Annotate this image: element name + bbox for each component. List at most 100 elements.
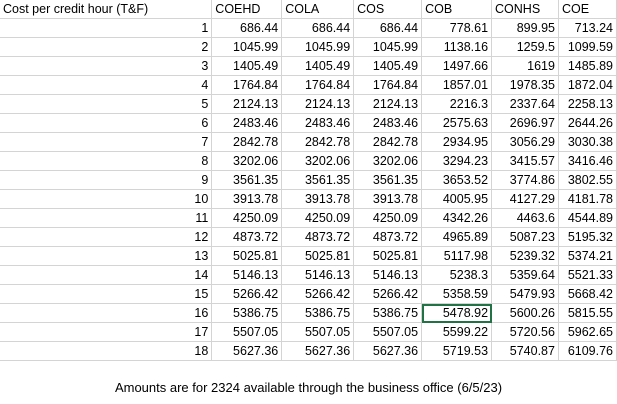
- cell-cola[interactable]: 4873.72: [281, 227, 355, 247]
- credit-hours-cell[interactable]: 8: [0, 151, 213, 171]
- column-header-coe[interactable]: COE: [558, 0, 617, 19]
- credit-hours-cell[interactable]: 6: [0, 113, 213, 133]
- cell-cob[interactable]: 1497.66: [421, 56, 493, 76]
- credit-hours-cell[interactable]: 12: [0, 227, 213, 247]
- cell-conhs[interactable]: 5600.26: [491, 303, 559, 323]
- cell-coe[interactable]: 5195.32: [558, 227, 617, 247]
- cell-coehd[interactable]: 2483.46: [211, 113, 283, 133]
- column-header-cola[interactable]: COLA: [281, 0, 355, 19]
- cell-conhs[interactable]: 3415.57: [491, 151, 559, 171]
- cell-cos[interactable]: 5266.42: [353, 284, 423, 304]
- cell-cos[interactable]: 1405.49: [353, 56, 423, 76]
- cell-cola[interactable]: 3913.78: [281, 189, 355, 209]
- credit-hours-cell[interactable]: 5: [0, 94, 213, 114]
- credit-hours-cell[interactable]: 15: [0, 284, 213, 304]
- credit-hours-cell[interactable]: 18: [0, 341, 213, 361]
- cell-cos[interactable]: 3202.06: [353, 151, 423, 171]
- cell-cos[interactable]: 5386.75: [353, 303, 423, 323]
- credit-hours-cell[interactable]: 9: [0, 170, 213, 190]
- cell-cob[interactable]: 3294.23: [421, 151, 493, 171]
- cell-cob[interactable]: 2934.95: [421, 132, 493, 152]
- cell-cob[interactable]: 5238.3: [421, 265, 493, 285]
- cell-cob[interactable]: 5117.98: [421, 246, 493, 266]
- cell-coehd[interactable]: 5266.42: [211, 284, 283, 304]
- cell-cob[interactable]: 2575.63: [421, 113, 493, 133]
- cell-coe[interactable]: 1872.04: [558, 75, 617, 95]
- cell-cob[interactable]: 5599.22: [421, 322, 493, 342]
- cell-cola[interactable]: 1045.99: [281, 37, 355, 57]
- cell-cola[interactable]: 5025.81: [281, 246, 355, 266]
- cell-coe[interactable]: 3416.46: [558, 151, 617, 171]
- cell-conhs[interactable]: 4127.29: [491, 189, 559, 209]
- cell-cob[interactable]: 1857.01: [421, 75, 493, 95]
- cell-cos[interactable]: 3913.78: [353, 189, 423, 209]
- cell-coe[interactable]: 2644.26: [558, 113, 617, 133]
- cell-coehd[interactable]: 4250.09: [211, 208, 283, 228]
- cell-cola[interactable]: 2483.46: [281, 113, 355, 133]
- cell-conhs[interactable]: 5359.64: [491, 265, 559, 285]
- cell-cos[interactable]: 5146.13: [353, 265, 423, 285]
- cell-cos[interactable]: 1764.84: [353, 75, 423, 95]
- cell-cola[interactable]: 5266.42: [281, 284, 355, 304]
- credit-hours-cell[interactable]: 13: [0, 246, 213, 266]
- cell-cos[interactable]: 5507.05: [353, 322, 423, 342]
- cell-coehd[interactable]: 3202.06: [211, 151, 283, 171]
- credit-hours-cell[interactable]: 2: [0, 37, 213, 57]
- cell-coe[interactable]: 4181.78: [558, 189, 617, 209]
- cell-cob[interactable]: 4965.89: [421, 227, 493, 247]
- cell-coe[interactable]: 5962.65: [558, 322, 617, 342]
- column-header-cos[interactable]: COS: [353, 0, 423, 19]
- cell-cola[interactable]: 5146.13: [281, 265, 355, 285]
- cell-cola[interactable]: 1405.49: [281, 56, 355, 76]
- cell-cob[interactable]: 3653.52: [421, 170, 493, 190]
- credit-hours-cell[interactable]: 16: [0, 303, 213, 323]
- cell-cola[interactable]: 5507.05: [281, 322, 355, 342]
- cell-cola[interactable]: 1764.84: [281, 75, 355, 95]
- cell-coehd[interactable]: 1405.49: [211, 56, 283, 76]
- cell-cos[interactable]: 4873.72: [353, 227, 423, 247]
- cell-conhs[interactable]: 899.95: [491, 18, 559, 38]
- cell-coehd[interactable]: 3913.78: [211, 189, 283, 209]
- cell-conhs[interactable]: 5479.93: [491, 284, 559, 304]
- cell-coehd[interactable]: 5025.81: [211, 246, 283, 266]
- cell-conhs[interactable]: 1619: [491, 56, 559, 76]
- cell-coe[interactable]: 6109.76: [558, 341, 617, 361]
- cell-cola[interactable]: 686.44: [281, 18, 355, 38]
- cell-cola[interactable]: 3561.35: [281, 170, 355, 190]
- cell-cos[interactable]: 4250.09: [353, 208, 423, 228]
- cell-coe[interactable]: 5521.33: [558, 265, 617, 285]
- selected-cell-cob[interactable]: 5478.92: [421, 303, 493, 323]
- cell-coehd[interactable]: 2124.13: [211, 94, 283, 114]
- cell-cola[interactable]: 2842.78: [281, 132, 355, 152]
- cell-cos[interactable]: 2124.13: [353, 94, 423, 114]
- cell-coehd[interactable]: 5507.05: [211, 322, 283, 342]
- cell-coehd[interactable]: 4873.72: [211, 227, 283, 247]
- cell-cos[interactable]: 2483.46: [353, 113, 423, 133]
- cell-cos[interactable]: 1045.99: [353, 37, 423, 57]
- column-header-conhs[interactable]: CONHS: [491, 0, 559, 19]
- header-label-cell[interactable]: Cost per credit hour (T&F): [0, 0, 213, 19]
- cell-cola[interactable]: 5627.36: [281, 341, 355, 361]
- cell-coe[interactable]: 1485.89: [558, 56, 617, 76]
- cell-coehd[interactable]: 686.44: [211, 18, 283, 38]
- cell-cos[interactable]: 5025.81: [353, 246, 423, 266]
- cell-cos[interactable]: 5627.36: [353, 341, 423, 361]
- cell-cola[interactable]: 2124.13: [281, 94, 355, 114]
- credit-hours-cell[interactable]: 3: [0, 56, 213, 76]
- cell-cob[interactable]: 5719.53: [421, 341, 493, 361]
- cell-coehd[interactable]: 5627.36: [211, 341, 283, 361]
- column-header-cob[interactable]: COB: [421, 0, 493, 19]
- cell-coe[interactable]: 2258.13: [558, 94, 617, 114]
- cell-coe[interactable]: 3802.55: [558, 170, 617, 190]
- cell-coehd[interactable]: 3561.35: [211, 170, 283, 190]
- cell-conhs[interactable]: 5087.23: [491, 227, 559, 247]
- cell-coe[interactable]: 5668.42: [558, 284, 617, 304]
- credit-hours-cell[interactable]: 1: [0, 18, 213, 38]
- column-header-coehd[interactable]: COEHD: [211, 0, 283, 19]
- cell-coe[interactable]: 4544.89: [558, 208, 617, 228]
- cell-cob[interactable]: 778.61: [421, 18, 493, 38]
- cell-coehd[interactable]: 2842.78: [211, 132, 283, 152]
- cell-conhs[interactable]: 5720.56: [491, 322, 559, 342]
- cell-coehd[interactable]: 5146.13: [211, 265, 283, 285]
- cell-cola[interactable]: 4250.09: [281, 208, 355, 228]
